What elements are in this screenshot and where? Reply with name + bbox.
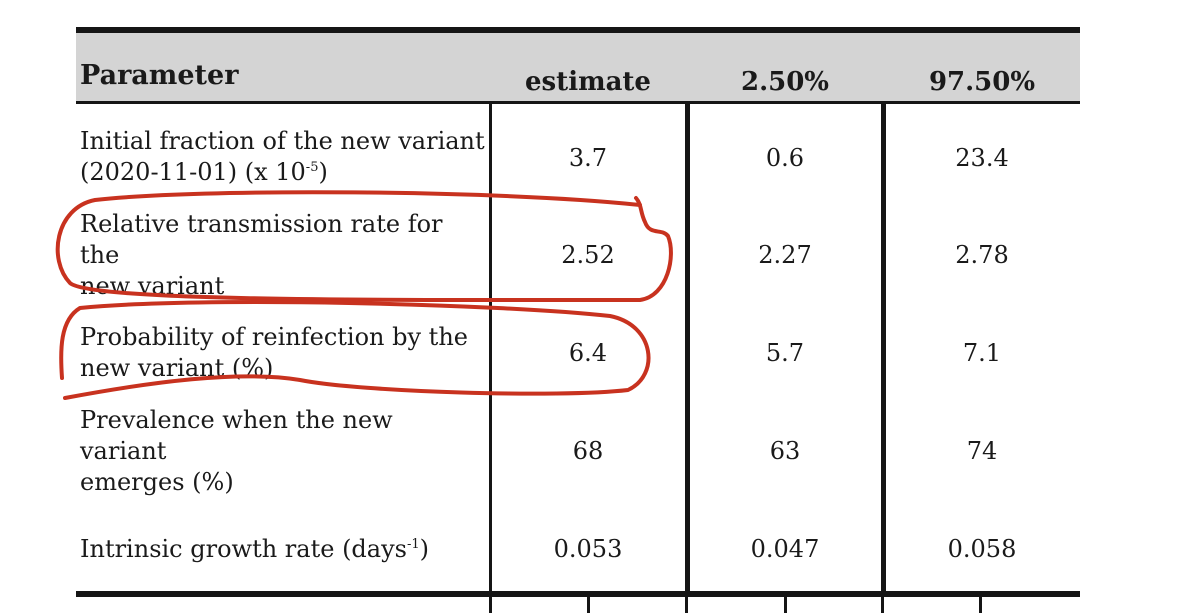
row-3-parameter-line2: new variant (%) <box>80 354 274 382</box>
header-estimate: estimate <box>490 50 686 108</box>
next-row-divider-6 <box>979 597 982 613</box>
table-header-background <box>76 33 1080 102</box>
row-4-parameter-line2: emerges (%) <box>80 467 234 496</box>
row-1-lower: 0.6 <box>765 144 805 172</box>
row-2-estimate: 2.52 <box>561 241 615 269</box>
row-5-parameter-label: Intrinsic growth rate (days <box>80 534 407 563</box>
row-2-lower: 2.27 <box>758 241 812 269</box>
column-divider-2 <box>685 102 690 594</box>
row-5-estimate: 0.053 <box>553 535 623 563</box>
header-upper-bound: 97.50% <box>884 50 1080 108</box>
row-1-parameter-line1: Initial fraction of the new variant <box>80 127 485 155</box>
row-1-upper: 23.4 <box>955 144 1009 172</box>
row-3-parameter: Probability of reinfection by the new va… <box>80 321 485 385</box>
row-5-parameter: Intrinsic growth rate (days-1) <box>80 531 485 567</box>
table-header-rule <box>76 101 1080 104</box>
header-upper-bound-label: 97.50% <box>928 67 1036 97</box>
row-1-estimate: 3.7 <box>568 144 608 172</box>
row-5-upper: 0.058 <box>947 535 1017 563</box>
row-3-parameter-line1: Probability of reinfection by the <box>80 323 468 351</box>
row-5-parameter-close: ) <box>419 534 430 563</box>
next-row-divider-1 <box>489 597 492 613</box>
row-1-parameter-line2-text: (2020-11-01) (x 10 <box>80 158 306 186</box>
row-3-upper: 7.1 <box>962 339 1002 367</box>
row-2-parameter-line2: new variant <box>80 271 225 300</box>
header-lower-bound-label: 2.50% <box>740 67 830 97</box>
column-divider-3 <box>881 102 886 594</box>
row-1-parameter-line2: (2020-11-01) (x 10-5) <box>80 157 485 188</box>
header-lower-bound: 2.50% <box>688 50 882 108</box>
header-parameter-label: Parameter <box>80 59 239 91</box>
row-3-lower: 5.7 <box>765 339 805 367</box>
row-1-parameter: Initial fraction of the new variant (202… <box>80 125 485 189</box>
row-5-parameter-exponent: -1 <box>406 536 420 552</box>
next-row-divider-2 <box>587 597 590 613</box>
table-bottom-rule <box>76 591 1080 597</box>
header-parameter: Parameter <box>80 50 238 104</box>
header-estimate-label: estimate <box>525 67 651 97</box>
next-row-divider-3 <box>685 597 688 613</box>
row-4-lower: 63 <box>769 437 801 465</box>
row-5-lower: 0.047 <box>750 535 820 563</box>
row-5-parameter-text: Intrinsic growth rate (days-1) <box>80 534 429 565</box>
row-4-estimate: 68 <box>572 437 604 465</box>
row-4-parameter: Prevalence when the new variant emerges … <box>80 406 485 496</box>
row-2-parameter-line1: Relative transmission rate for the <box>80 209 443 269</box>
next-row-divider-5 <box>881 597 884 613</box>
row-4-upper: 74 <box>966 437 998 465</box>
row-4-parameter-line1: Prevalence when the new variant <box>80 405 393 465</box>
table-top-rule <box>76 27 1080 33</box>
row-3-estimate: 6.4 <box>568 339 608 367</box>
row-1-parameter-exponent: -5 <box>305 160 319 175</box>
row-2-parameter: Relative transmission rate for the new v… <box>80 210 485 300</box>
next-row-divider-4 <box>784 597 787 613</box>
row-2-upper: 2.78 <box>955 241 1009 269</box>
row-1-parameter-close: ) <box>318 158 328 186</box>
